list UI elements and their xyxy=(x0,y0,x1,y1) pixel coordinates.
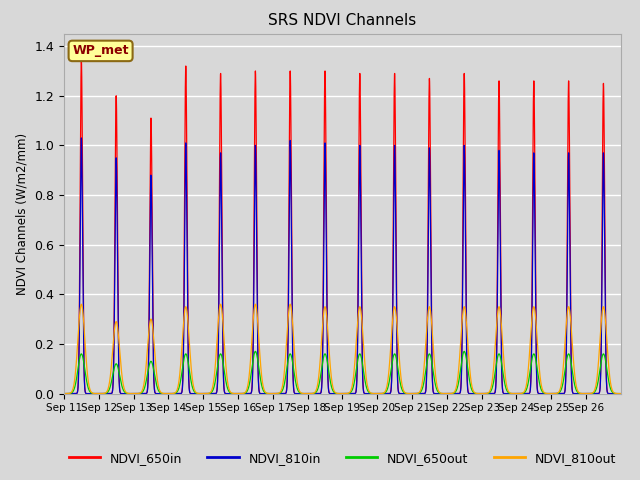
Title: SRS NDVI Channels: SRS NDVI Channels xyxy=(268,13,417,28)
Text: WP_met: WP_met xyxy=(72,44,129,58)
Legend: NDVI_650in, NDVI_810in, NDVI_650out, NDVI_810out: NDVI_650in, NDVI_810in, NDVI_650out, NDV… xyxy=(63,447,621,469)
Y-axis label: NDVI Channels (W/m2/mm): NDVI Channels (W/m2/mm) xyxy=(16,132,29,295)
